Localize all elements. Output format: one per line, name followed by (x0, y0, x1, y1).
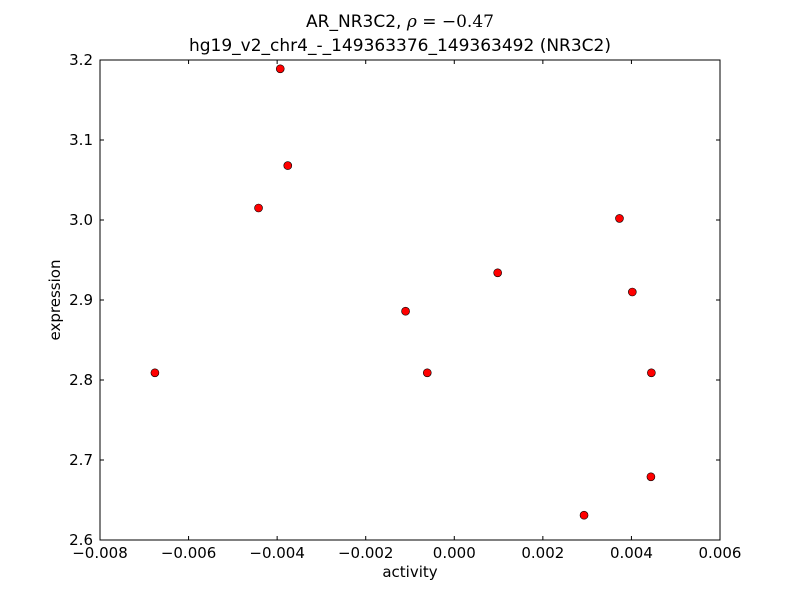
data-point (422, 368, 432, 378)
x-tick-label: −0.006 (161, 544, 217, 562)
rho-value: = −0.47 (416, 12, 494, 32)
data-point (646, 472, 656, 482)
y-tick-label: 3.2 (69, 51, 93, 69)
x-tick-label: −0.008 (72, 544, 128, 562)
y-axis-label: expression (46, 260, 64, 341)
y-tick-label: 2.7 (69, 451, 93, 469)
rho-symbol: ρ (406, 12, 417, 32)
plot-area-frame (99, 59, 721, 541)
chart-subtitle: hg19_v2_chr4_-_149363376_149363492 (NR3C… (188, 36, 612, 56)
chart-title: AR_NR3C2, ρ = −0.47 (0, 12, 800, 32)
x-tick-label: −0.004 (249, 544, 305, 562)
data-point (150, 368, 160, 378)
data-point (254, 203, 263, 213)
x-tick-label: 0.002 (521, 544, 564, 562)
x-axis-label: activity (382, 563, 437, 581)
y-tick-label: 2.6 (69, 531, 93, 549)
y-tick-label: 3.1 (69, 131, 93, 149)
data-point (579, 510, 589, 520)
chart-title-text: AR_NR3C2, (306, 12, 407, 32)
points-layer (150, 64, 656, 520)
x-tick-label: 0.006 (699, 544, 742, 562)
data-point (493, 268, 502, 278)
data-point (275, 64, 285, 74)
y-tick-label: 2.8 (69, 371, 93, 389)
data-point (615, 214, 624, 223)
ticks-layer: −0.008 −0.006 −0.004 −0.002 0.000 0.002 0.004 0… (69, 51, 741, 562)
x-tick-label: 0.004 (610, 544, 653, 562)
data-point (628, 287, 637, 297)
data-point (647, 368, 656, 378)
y-tick-label: 2.9 (69, 291, 93, 309)
data-point (283, 161, 293, 170)
y-tick-label: 3.0 (69, 211, 93, 229)
x-tick-label: 0.000 (433, 544, 476, 562)
data-point (401, 306, 410, 316)
x-tick-label: −0.002 (338, 544, 394, 562)
